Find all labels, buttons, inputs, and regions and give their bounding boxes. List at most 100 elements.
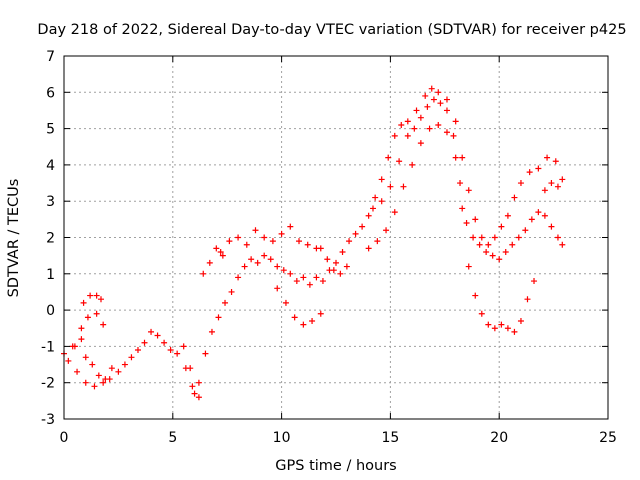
data-point xyxy=(106,376,113,383)
data-point xyxy=(498,321,505,328)
y-tick-label: -3 xyxy=(41,412,55,428)
data-point xyxy=(417,140,424,147)
data-point xyxy=(511,328,518,335)
data-point xyxy=(282,299,289,306)
data-point xyxy=(304,241,311,248)
y-axis-label: SDTVAR / TECUs xyxy=(6,179,22,298)
data-point xyxy=(161,339,168,346)
data-point xyxy=(391,209,398,216)
data-point xyxy=(435,89,442,96)
data-point xyxy=(324,256,331,263)
data-point xyxy=(202,350,209,357)
data-point xyxy=(352,230,359,237)
data-point xyxy=(450,132,457,139)
data-point xyxy=(472,292,479,299)
data-point xyxy=(548,223,555,230)
data-point xyxy=(489,252,496,259)
data-point xyxy=(413,107,420,114)
data-point xyxy=(235,274,242,281)
data-point xyxy=(383,227,390,234)
data-point xyxy=(515,234,522,241)
data-point xyxy=(333,259,339,266)
data-point xyxy=(95,372,102,379)
chart-title: Day 218 of 2022, Sidereal Day-to-day VTE… xyxy=(37,22,626,38)
data-point xyxy=(372,194,379,201)
data-point xyxy=(437,100,444,107)
data-point xyxy=(274,285,281,292)
data-point xyxy=(180,343,187,350)
data-point xyxy=(417,114,424,121)
data-point xyxy=(491,234,498,241)
data-point xyxy=(459,205,466,212)
data-point xyxy=(443,107,450,114)
data-point xyxy=(78,336,85,343)
data-point xyxy=(134,347,141,354)
data-point xyxy=(443,96,450,103)
data-point xyxy=(65,357,72,364)
x-tick-label: 0 xyxy=(60,430,69,446)
data-point xyxy=(215,314,222,321)
data-point xyxy=(559,176,566,183)
data-point xyxy=(365,245,372,252)
data-point xyxy=(478,310,485,317)
data-point xyxy=(509,241,516,248)
data-point xyxy=(69,343,76,350)
data-point xyxy=(300,274,307,281)
data-point xyxy=(365,212,372,219)
y-tick-label: 2 xyxy=(46,231,55,247)
y-tick-label: -2 xyxy=(41,376,55,392)
data-point xyxy=(517,317,524,324)
data-point xyxy=(359,223,366,230)
y-tick-label: 6 xyxy=(46,85,55,101)
data-point xyxy=(554,183,561,190)
data-point xyxy=(84,314,91,321)
data-point xyxy=(293,278,300,285)
grid-layer xyxy=(64,56,608,419)
data-point xyxy=(485,241,492,248)
data-point xyxy=(82,379,89,386)
data-point xyxy=(217,249,224,256)
data-point xyxy=(559,241,566,248)
data-point xyxy=(226,238,233,245)
data-point xyxy=(296,238,303,245)
y-tick-label: 1 xyxy=(46,267,55,283)
data-point xyxy=(213,245,220,252)
data-point xyxy=(443,129,450,136)
data-point xyxy=(330,267,337,274)
data-point xyxy=(300,321,307,328)
data-point xyxy=(189,383,196,390)
data-point xyxy=(306,281,313,288)
data-point xyxy=(535,209,542,216)
axis-ticks: 0 5 10 15 20 25 -3 -2 -1 0 1 2 3 4 5 6 7 xyxy=(41,49,617,446)
data-point xyxy=(465,187,472,194)
data-point xyxy=(552,158,559,165)
data-point xyxy=(195,394,202,401)
x-tick-label: 5 xyxy=(168,430,177,446)
data-point xyxy=(496,256,503,263)
x-axis-label: GPS time / hours xyxy=(275,458,396,474)
data-point xyxy=(248,256,255,263)
data-point xyxy=(485,321,492,328)
data-point xyxy=(411,125,418,132)
data-point xyxy=(93,310,100,317)
data-point xyxy=(208,328,215,335)
data-point xyxy=(483,249,490,256)
data-point xyxy=(337,270,344,277)
data-point xyxy=(463,219,470,226)
data-point xyxy=(478,234,485,241)
data-point xyxy=(511,194,518,201)
series-main-trace xyxy=(61,96,566,397)
data-point xyxy=(385,154,392,161)
data-point xyxy=(524,296,531,303)
data-point xyxy=(465,263,472,270)
data-point xyxy=(470,234,477,241)
data-point xyxy=(87,292,94,299)
data-point xyxy=(74,368,81,375)
data-point xyxy=(343,263,350,270)
data-point xyxy=(100,379,107,386)
data-point xyxy=(531,278,538,285)
x-tick-label: 25 xyxy=(599,430,617,446)
data-point xyxy=(148,328,155,335)
data-point xyxy=(476,241,483,248)
